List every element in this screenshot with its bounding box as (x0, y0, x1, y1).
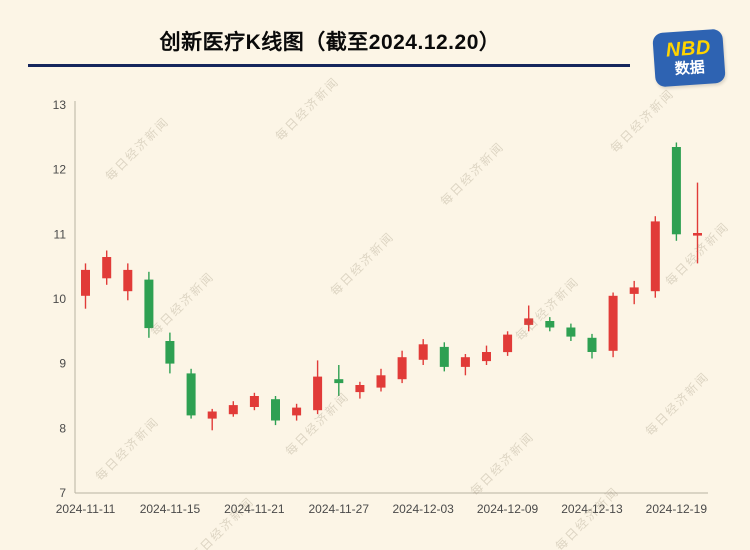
svg-text:2024-12-19: 2024-12-19 (646, 502, 708, 516)
title-underline (28, 64, 630, 67)
svg-text:13: 13 (53, 98, 67, 112)
svg-text:12: 12 (53, 163, 67, 177)
svg-text:2024-11-21: 2024-11-21 (224, 502, 285, 516)
svg-text:2024-11-15: 2024-11-15 (140, 502, 201, 516)
svg-text:2024-11-11: 2024-11-11 (56, 502, 116, 516)
svg-text:11: 11 (54, 227, 67, 241)
svg-text:2024-12-03: 2024-12-03 (392, 502, 454, 516)
svg-text:2024-12-09: 2024-12-09 (477, 502, 539, 516)
svg-text:9: 9 (59, 357, 66, 371)
page-title: 创新医疗K线图（截至2024.12.20） (159, 31, 501, 54)
svg-text:7: 7 (59, 486, 66, 500)
svg-text:2024-12-13: 2024-12-13 (561, 502, 623, 516)
svg-text:2024-11-27: 2024-11-27 (309, 502, 370, 516)
svg-text:8: 8 (59, 421, 66, 435)
svg-text:10: 10 (53, 292, 67, 306)
